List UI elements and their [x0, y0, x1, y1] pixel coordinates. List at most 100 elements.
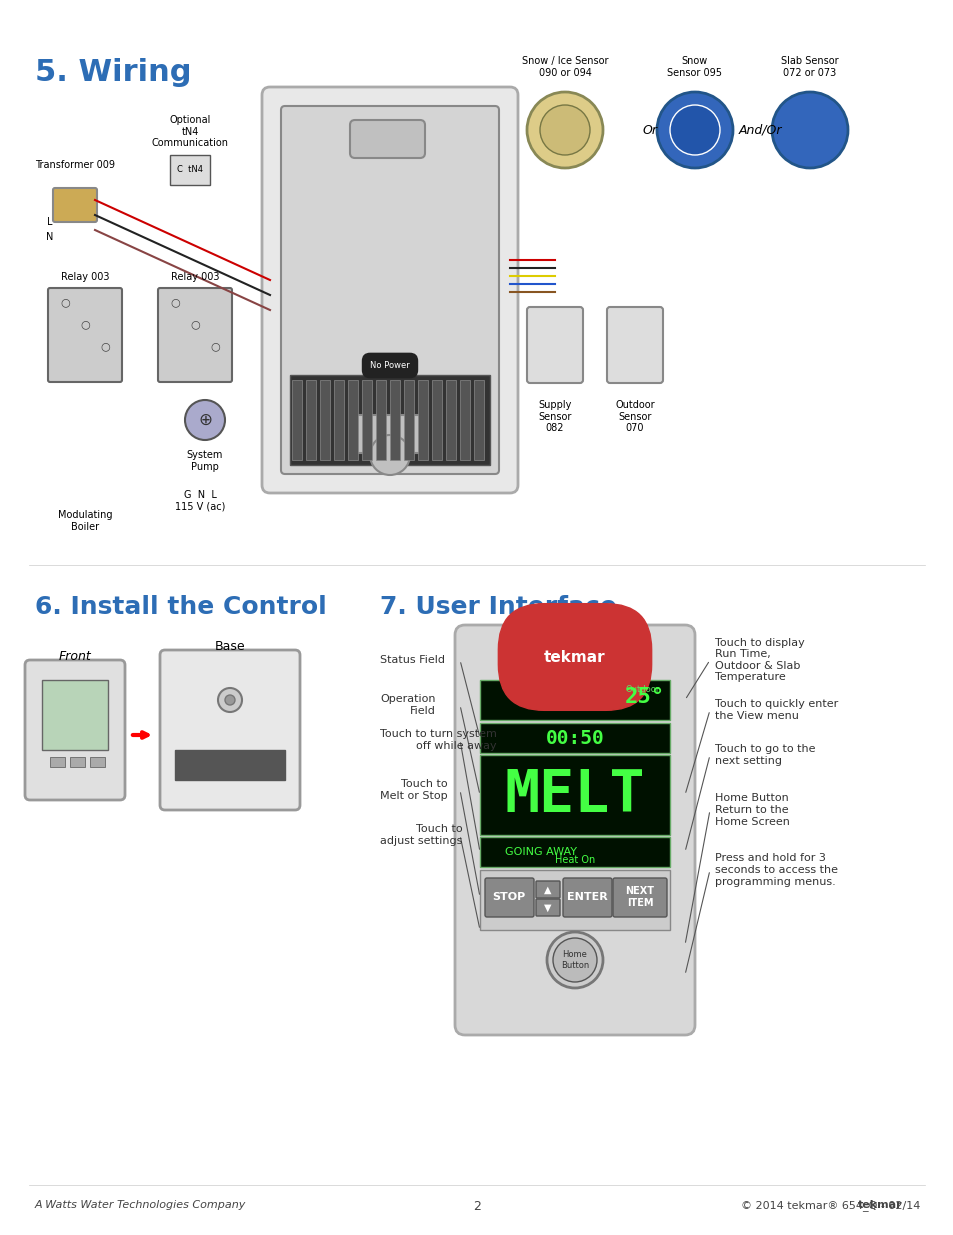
Text: Operation
Field: Operation Field	[379, 694, 435, 716]
Text: 2: 2	[473, 1200, 480, 1213]
Bar	[479, 755, 669, 835]
Bar	[417, 380, 428, 459]
Text: ○: ○	[60, 296, 70, 308]
Text: Outdoor
Sensor
070: Outdoor Sensor 070	[615, 400, 654, 433]
Text: Transformer 009: Transformer 009	[35, 161, 115, 170]
Text: 00:50: 00:50	[545, 729, 604, 747]
Text: NEXT
ITEM: NEXT ITEM	[625, 887, 654, 908]
Text: © 2014 tekmar® 654_Q - 02/14: © 2014 tekmar® 654_Q - 02/14	[740, 1200, 919, 1210]
Text: And/Or: And/Or	[738, 124, 781, 137]
Text: G  N  L
115 V (ac): G N L 115 V (ac)	[174, 490, 225, 511]
FancyBboxPatch shape	[526, 308, 582, 383]
Text: ⊕: ⊕	[198, 411, 212, 429]
FancyBboxPatch shape	[350, 120, 424, 158]
Text: Home Button
Return to the
Home Screen: Home Button Return to the Home Screen	[714, 793, 789, 826]
FancyBboxPatch shape	[562, 878, 612, 918]
FancyBboxPatch shape	[606, 308, 662, 383]
Text: Snow / Ice Sensor
090 or 094: Snow / Ice Sensor 090 or 094	[521, 57, 608, 78]
Text: MELT: MELT	[504, 767, 644, 824]
Bar	[174, 750, 285, 781]
FancyBboxPatch shape	[455, 625, 695, 1035]
Bar	[479, 722, 669, 753]
Text: Base: Base	[214, 640, 245, 653]
Text: Modulating
Boiler: Modulating Boiler	[58, 510, 112, 531]
Text: Home
Button: Home Button	[560, 950, 589, 969]
FancyBboxPatch shape	[536, 881, 559, 898]
Circle shape	[526, 91, 602, 168]
Text: ○: ○	[190, 319, 200, 329]
Circle shape	[370, 435, 410, 475]
Bar	[361, 380, 372, 459]
Bar	[403, 380, 414, 459]
FancyBboxPatch shape	[53, 188, 97, 222]
Bar	[474, 380, 483, 459]
Bar	[306, 380, 315, 459]
Text: tekmar: tekmar	[543, 650, 605, 664]
Text: Status Field: Status Field	[379, 655, 444, 664]
Circle shape	[546, 932, 602, 988]
Text: L: L	[48, 217, 52, 227]
Bar	[319, 380, 330, 459]
Text: 25°: 25°	[624, 687, 664, 706]
Text: Touch to quickly enter
the View menu: Touch to quickly enter the View menu	[714, 699, 838, 721]
Text: 5. Wiring: 5. Wiring	[35, 58, 192, 86]
Text: Optional
tN4
Communication: Optional tN4 Communication	[152, 115, 229, 148]
Text: Supply
Sensor
082: Supply Sensor 082	[537, 400, 571, 433]
Bar	[290, 375, 490, 466]
Text: Touch to
adjust settings: Touch to adjust settings	[379, 824, 462, 846]
Text: Outdoor: Outdoor	[625, 685, 659, 694]
Bar	[70, 757, 85, 767]
Text: Touch to display
Run Time,
Outdoor & Slab
Temperature: Touch to display Run Time, Outdoor & Sla…	[714, 637, 804, 683]
Bar	[292, 380, 302, 459]
Circle shape	[657, 91, 732, 168]
Text: GOING AWAY: GOING AWAY	[504, 847, 577, 857]
Bar	[479, 869, 669, 930]
FancyBboxPatch shape	[48, 288, 122, 382]
Text: tekmar: tekmar	[541, 646, 608, 664]
Text: Front: Front	[58, 650, 91, 663]
Text: A Watts Water Technologies Company: A Watts Water Technologies Company	[35, 1200, 246, 1210]
Text: Touch to
Melt or Stop: Touch to Melt or Stop	[379, 779, 447, 800]
FancyBboxPatch shape	[484, 878, 534, 918]
Bar	[170, 156, 210, 185]
FancyBboxPatch shape	[536, 899, 559, 916]
Text: Relay 003: Relay 003	[171, 272, 219, 282]
Text: Relay 003: Relay 003	[61, 272, 110, 282]
Circle shape	[771, 91, 847, 168]
FancyBboxPatch shape	[25, 659, 125, 800]
Bar	[50, 757, 65, 767]
Text: Heat On: Heat On	[555, 855, 595, 864]
Text: Or: Or	[641, 124, 657, 137]
Bar	[432, 380, 441, 459]
Text: No Power: No Power	[370, 361, 410, 370]
Text: STOP: STOP	[492, 892, 525, 902]
FancyBboxPatch shape	[281, 106, 498, 474]
Text: ▲: ▲	[543, 885, 551, 895]
Bar	[348, 380, 357, 459]
Bar	[90, 757, 105, 767]
Text: 6. Install the Control: 6. Install the Control	[35, 595, 327, 619]
Bar	[42, 680, 108, 750]
Text: ○: ○	[100, 341, 110, 351]
FancyBboxPatch shape	[160, 650, 299, 810]
Text: Touch to turn system
off while away: Touch to turn system off while away	[379, 729, 497, 751]
Bar	[375, 380, 386, 459]
Text: C  tN4: C tN4	[177, 165, 203, 174]
FancyBboxPatch shape	[158, 288, 232, 382]
Text: ENTER: ENTER	[566, 892, 607, 902]
Bar	[459, 380, 470, 459]
Bar	[479, 680, 669, 720]
Text: ○: ○	[210, 341, 219, 351]
Circle shape	[669, 105, 720, 156]
Text: Slab Sensor
072 or 073: Slab Sensor 072 or 073	[781, 57, 838, 78]
Text: ▼: ▼	[543, 903, 551, 913]
FancyBboxPatch shape	[350, 415, 424, 453]
Text: ○: ○	[80, 319, 90, 329]
Text: 7. User Interface: 7. User Interface	[379, 595, 617, 619]
Text: System
Pump: System Pump	[187, 450, 223, 472]
Circle shape	[218, 688, 242, 713]
Text: N: N	[47, 232, 53, 242]
Text: ○: ○	[170, 296, 180, 308]
FancyBboxPatch shape	[613, 878, 666, 918]
Text: Press and hold for 3
seconds to access the
programming menus.: Press and hold for 3 seconds to access t…	[714, 853, 837, 887]
